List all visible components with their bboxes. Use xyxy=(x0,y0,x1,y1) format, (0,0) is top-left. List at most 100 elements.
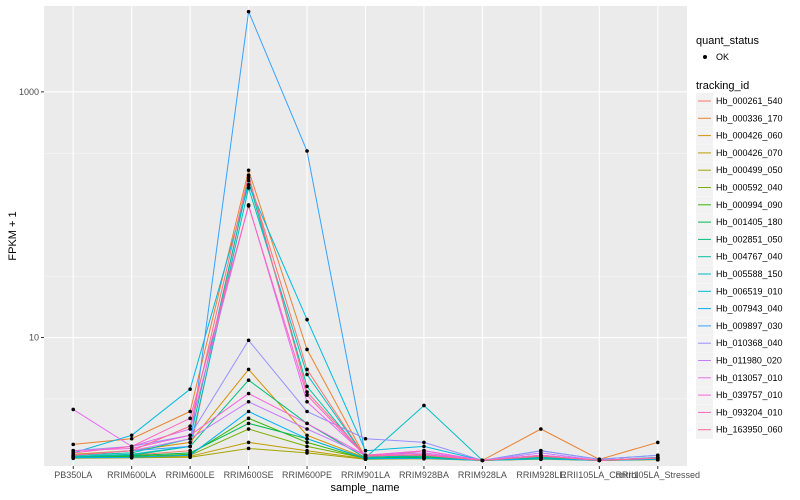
x-tick-label: RRII105LA_Stressed xyxy=(615,470,700,480)
data-point-Hb_011980_020 xyxy=(305,427,309,431)
data-point-Hb_010368_040 xyxy=(305,409,309,414)
legend-key-ok-point xyxy=(703,55,707,59)
x-tick-label: RRIM928LE xyxy=(516,470,565,480)
legend-label-Hb_006519_010: Hb_006519_010 xyxy=(716,286,783,296)
data-point-Hb_004767_040 xyxy=(305,384,309,389)
data-point-Hb_006519_010 xyxy=(422,444,426,449)
data-point-Hb_007943_040 xyxy=(188,453,192,458)
data-point-Hb_007943_040 xyxy=(539,457,543,461)
data-point-Hb_000261_540 xyxy=(305,367,309,372)
data-point-Hb_000994_090 xyxy=(246,416,251,421)
data-point-Hb_163950_060 xyxy=(597,458,602,463)
data-point-Hb_007943_040 xyxy=(305,436,309,441)
data-point-Hb_011980_020 xyxy=(188,436,192,441)
data-point-Hb_039757_010 xyxy=(246,391,251,396)
data-point-Hb_000336_170 xyxy=(246,168,251,173)
data-point-Hb_001405_180 xyxy=(246,421,251,426)
data-point-Hb_006519_010 xyxy=(129,433,134,438)
legend-label-Hb_093204_010: Hb_093204_010 xyxy=(716,407,783,417)
legend-label-Hb_011980_020: Hb_011980_020 xyxy=(716,356,782,366)
legend-label-Hb_002851_050: Hb_002851_050 xyxy=(716,234,783,244)
data-point-Hb_010368_040 xyxy=(363,436,368,441)
data-point-Hb_000499_050 xyxy=(246,446,251,451)
data-point-Hb_000261_540 xyxy=(246,175,251,180)
x-tick-label: RRIM600PE xyxy=(282,470,332,480)
series-points xyxy=(71,9,660,463)
legend-label-Hb_000261_540: Hb_000261_540 xyxy=(716,96,783,106)
data-point-Hb_013057_010 xyxy=(188,427,192,431)
x-tick-label: RRIM901LA xyxy=(341,470,390,480)
data-point-Hb_013057_010 xyxy=(71,407,76,412)
data-point-Hb_000592_040 xyxy=(305,444,309,449)
data-point-Hb_006519_010 xyxy=(363,448,368,453)
data-point-Hb_093204_010 xyxy=(129,444,134,449)
data-point-Hb_006519_010 xyxy=(246,183,251,187)
data-point-Hb_007943_040 xyxy=(71,455,76,460)
data-point-Hb_010368_040 xyxy=(422,440,426,445)
data-point-Hb_000336_170 xyxy=(539,427,543,431)
data-point-Hb_000336_170 xyxy=(71,442,76,447)
data-point-Hb_007943_040 xyxy=(363,457,368,461)
data-point-Hb_011980_020 xyxy=(246,399,251,404)
data-point-Hb_163950_060 xyxy=(71,453,76,458)
data-point-Hb_006519_010 xyxy=(305,317,309,322)
legend-label-Hb_000336_170: Hb_000336_170 xyxy=(716,113,783,123)
data-point-Hb_005588_150 xyxy=(129,452,134,457)
y-tick-label: 1000 xyxy=(19,87,39,97)
data-point-Hb_010368_040 xyxy=(655,453,660,458)
data-point-Hb_007943_040 xyxy=(422,456,426,461)
data-point-Hb_039757_010 xyxy=(305,421,309,426)
data-point-Hb_163950_060 xyxy=(363,453,368,458)
data-point-Hb_163950_060 xyxy=(422,453,426,458)
data-point-Hb_009897_030 xyxy=(305,149,309,153)
data-point-Hb_007943_040 xyxy=(246,409,251,414)
data-point-Hb_000592_040 xyxy=(246,427,251,431)
legend-title-quant-status: quant_status xyxy=(696,35,759,47)
x-tick-label: RRIM600LE xyxy=(166,470,215,480)
data-point-Hb_005588_150 xyxy=(422,403,426,408)
legend-label-Hb_007943_040: Hb_007943_040 xyxy=(716,304,783,314)
data-point-Hb_163950_060 xyxy=(129,448,134,453)
data-point-Hb_000994_090 xyxy=(305,440,309,445)
legend-label-ok: OK xyxy=(716,52,729,62)
data-point-Hb_163950_060 xyxy=(655,456,660,461)
legend: quant_status OK tracking_id Hb_000261_54… xyxy=(696,35,783,439)
x-tick-label: RRIM600LA xyxy=(107,470,156,480)
data-point-Hb_000336_170 xyxy=(305,347,309,352)
data-point-Hb_163950_060 xyxy=(188,424,192,428)
y-tick-label: 10 xyxy=(29,333,39,343)
data-point-Hb_005588_150 xyxy=(246,186,251,190)
legend-label-Hb_000499_050: Hb_000499_050 xyxy=(716,165,783,175)
legend-title-tracking-id: tracking_id xyxy=(696,80,749,92)
data-point-Hb_007943_040 xyxy=(129,455,134,460)
data-point-Hb_013057_010 xyxy=(305,399,309,404)
data-point-Hb_093204_010 xyxy=(188,416,192,421)
legend-label-Hb_001405_180: Hb_001405_180 xyxy=(716,217,783,227)
grid-major xyxy=(44,6,687,466)
data-point-Hb_002851_050 xyxy=(246,378,251,382)
data-point-Hb_000426_060 xyxy=(305,433,309,438)
data-point-Hb_093204_010 xyxy=(246,204,251,208)
data-point-Hb_000336_170 xyxy=(129,436,134,441)
data-point-Hb_000499_050 xyxy=(305,451,309,455)
legend-label-Hb_009897_030: Hb_009897_030 xyxy=(716,321,783,331)
data-point-Hb_004767_040 xyxy=(246,178,251,183)
data-point-Hb_009897_030 xyxy=(246,9,251,14)
x-axis-title: sample_name xyxy=(330,482,399,494)
legend-label-Hb_163950_060: Hb_163950_060 xyxy=(716,425,783,435)
data-point-Hb_000426_060 xyxy=(246,367,251,372)
legend-label-Hb_000426_070: Hb_000426_070 xyxy=(716,148,783,158)
x-axis: PB350LA RRIM600LA RRIM600LE RRIM600SE RRIM60… xyxy=(54,466,700,480)
data-point-Hb_000336_170 xyxy=(655,440,660,445)
x-tick-label: RRIM928LA xyxy=(458,470,507,480)
x-tick-label: RRIM928BA xyxy=(399,470,449,480)
y-axis: 10 1000 xyxy=(19,87,44,343)
legend-label-Hb_013057_010: Hb_013057_010 xyxy=(716,373,783,383)
data-point-Hb_000336_170 xyxy=(188,409,192,414)
data-point-Hb_163950_060 xyxy=(480,458,485,463)
data-point-Hb_009897_030 xyxy=(188,444,192,449)
x-tick-label: PB350LA xyxy=(54,470,92,480)
data-point-Hb_039757_010 xyxy=(188,433,192,438)
data-point-Hb_010368_040 xyxy=(246,338,251,343)
